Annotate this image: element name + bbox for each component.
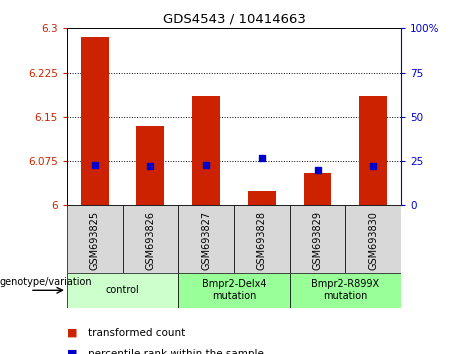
- Bar: [192, 96, 220, 205]
- Bar: [359, 96, 387, 205]
- Text: transformed count: transformed count: [88, 328, 185, 338]
- Bar: [67, 273, 178, 308]
- Bar: [123, 205, 178, 273]
- Text: Bmpr2-R899X
mutation: Bmpr2-R899X mutation: [311, 279, 379, 301]
- Text: percentile rank within the sample: percentile rank within the sample: [88, 349, 264, 354]
- Bar: [178, 205, 234, 273]
- Text: GSM693830: GSM693830: [368, 211, 378, 270]
- Bar: [248, 190, 276, 205]
- Text: Bmpr2-Delx4
mutation: Bmpr2-Delx4 mutation: [202, 279, 266, 301]
- Text: GSM693828: GSM693828: [257, 211, 267, 270]
- Text: control: control: [106, 285, 139, 295]
- Title: GDS4543 / 10414663: GDS4543 / 10414663: [163, 13, 305, 26]
- Bar: [290, 273, 401, 308]
- Text: ■: ■: [67, 349, 77, 354]
- Text: GSM693825: GSM693825: [90, 211, 100, 270]
- Text: genotype/variation: genotype/variation: [0, 277, 93, 287]
- Text: GSM693827: GSM693827: [201, 211, 211, 270]
- Bar: [81, 37, 109, 205]
- Text: ■: ■: [67, 328, 77, 338]
- Bar: [67, 205, 123, 273]
- Text: GSM693829: GSM693829: [313, 211, 323, 270]
- Bar: [304, 173, 331, 205]
- Bar: [178, 273, 290, 308]
- Bar: [290, 205, 345, 273]
- Text: GSM693826: GSM693826: [145, 211, 155, 270]
- Bar: [136, 126, 164, 205]
- Bar: [234, 205, 290, 273]
- Bar: [345, 205, 401, 273]
